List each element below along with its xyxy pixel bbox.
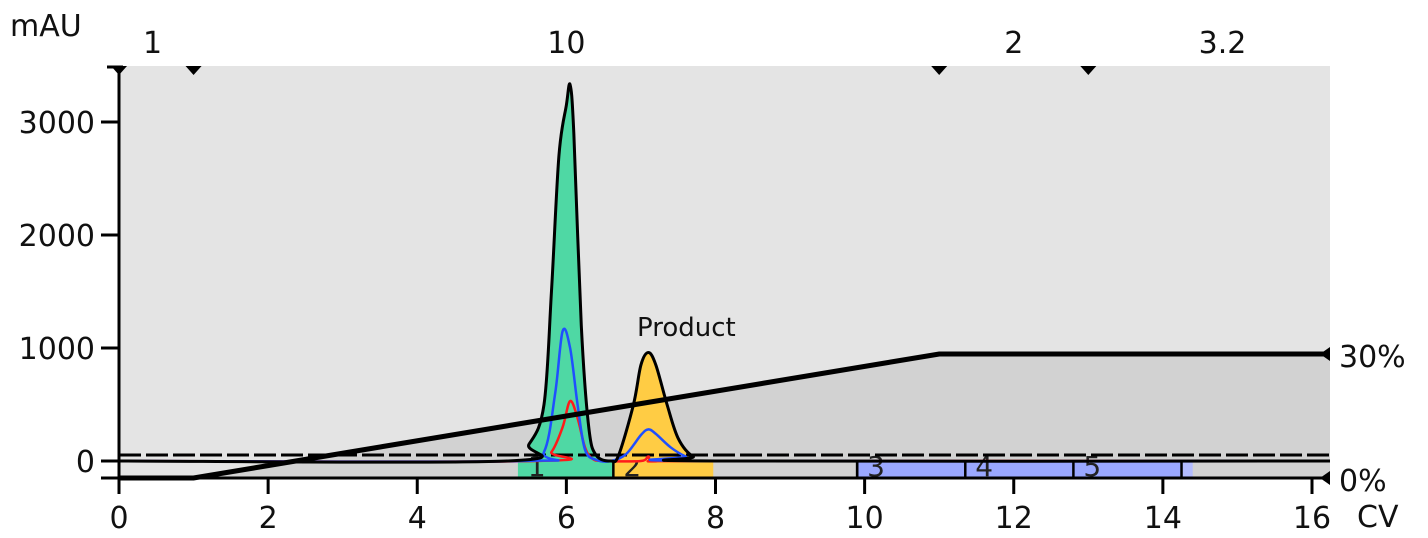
x-tick-label: 4 <box>408 501 427 536</box>
y-tick-label: 1000 <box>19 332 95 367</box>
x-tick-label: 16 <box>1293 501 1331 536</box>
x-tick-label: 14 <box>1144 501 1182 536</box>
product-annotation: Product <box>637 313 736 343</box>
fraction-tail <box>1181 461 1193 478</box>
gradient-max-marker <box>1320 347 1330 361</box>
fraction-label: 4 <box>975 450 993 483</box>
fraction-4 <box>965 461 1074 478</box>
top-marker-label: 10 <box>547 26 585 61</box>
x-tick-label: 10 <box>846 501 884 536</box>
top-marker-triangle <box>1080 66 1097 75</box>
top-marker-triangle <box>931 66 948 75</box>
fraction-3 <box>857 461 966 478</box>
series-lines <box>118 82 1331 464</box>
x-tick-label: 6 <box>557 501 576 536</box>
top-marker-label: 1 <box>143 26 162 61</box>
x-tick-label: 0 <box>109 501 128 536</box>
x-tick-label: 2 <box>259 501 278 536</box>
fraction-label: 5 <box>1083 450 1101 483</box>
top-marker-label: 3.2 <box>1199 26 1247 61</box>
gradient-min-label: 0% <box>1339 464 1387 499</box>
x-axis-unit-label: CV <box>1357 500 1399 535</box>
fraction-5 <box>1073 461 1182 478</box>
fraction-1 <box>517 461 614 478</box>
y-axis-unit-label: mAU <box>10 9 82 44</box>
y-tick-label: 3000 <box>19 106 95 141</box>
peak-fill-1 <box>517 83 614 462</box>
gradient-area <box>119 354 1330 478</box>
gradient-fill <box>119 354 1330 478</box>
top-marker-triangle <box>185 66 202 75</box>
axes: 0 1000 2000 3000 0 2 4 6 8 10 12 14 16 <box>19 66 1331 536</box>
series-uv-black <box>118 82 1331 464</box>
y-tick-label: 0 <box>76 445 95 480</box>
fraction-2 <box>613 461 714 478</box>
y-tick-label: 2000 <box>19 219 95 254</box>
x-tick-label: 8 <box>706 501 725 536</box>
fraction-label: 3 <box>867 450 885 483</box>
x-tick-label: 12 <box>995 501 1033 536</box>
top-markers: 1 10 2 3.2 <box>107 26 1246 75</box>
top-marker-label: 2 <box>1004 26 1023 61</box>
gradient-max-label: 30% <box>1339 340 1406 375</box>
